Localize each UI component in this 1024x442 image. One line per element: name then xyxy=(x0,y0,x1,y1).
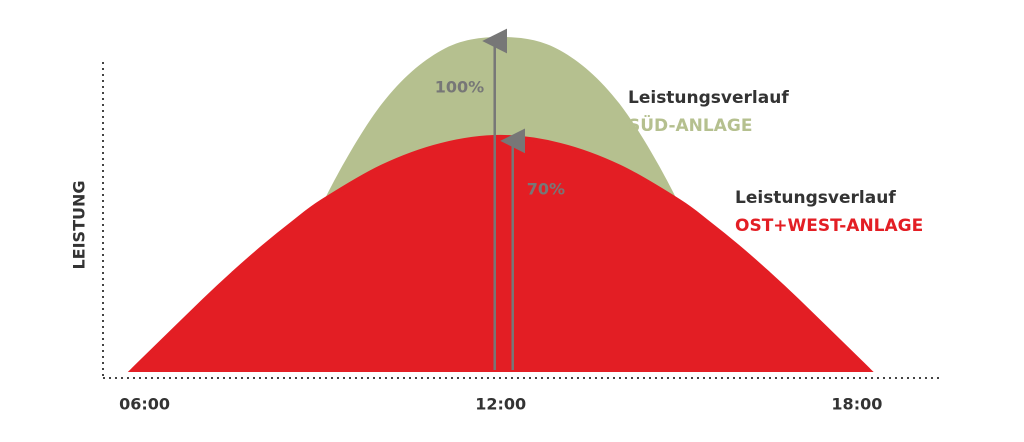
legend-label: SÜD-ANLAGE xyxy=(628,114,752,136)
legend-label: OST+WEST-ANLAGE xyxy=(735,216,923,236)
x-tick-label: 12:00 xyxy=(475,395,526,414)
annotation: 100% xyxy=(435,78,484,97)
y-axis-label: LEISTUNG xyxy=(70,180,89,269)
legend-title: Leistungsverlauf xyxy=(628,88,789,108)
annotation: 70% xyxy=(527,180,565,199)
area xyxy=(127,134,874,372)
legend-title: Leistungsverlauf xyxy=(735,188,896,208)
x-tick-label: 06:00 xyxy=(119,395,170,414)
x-tick-label: 18:00 xyxy=(831,395,882,414)
